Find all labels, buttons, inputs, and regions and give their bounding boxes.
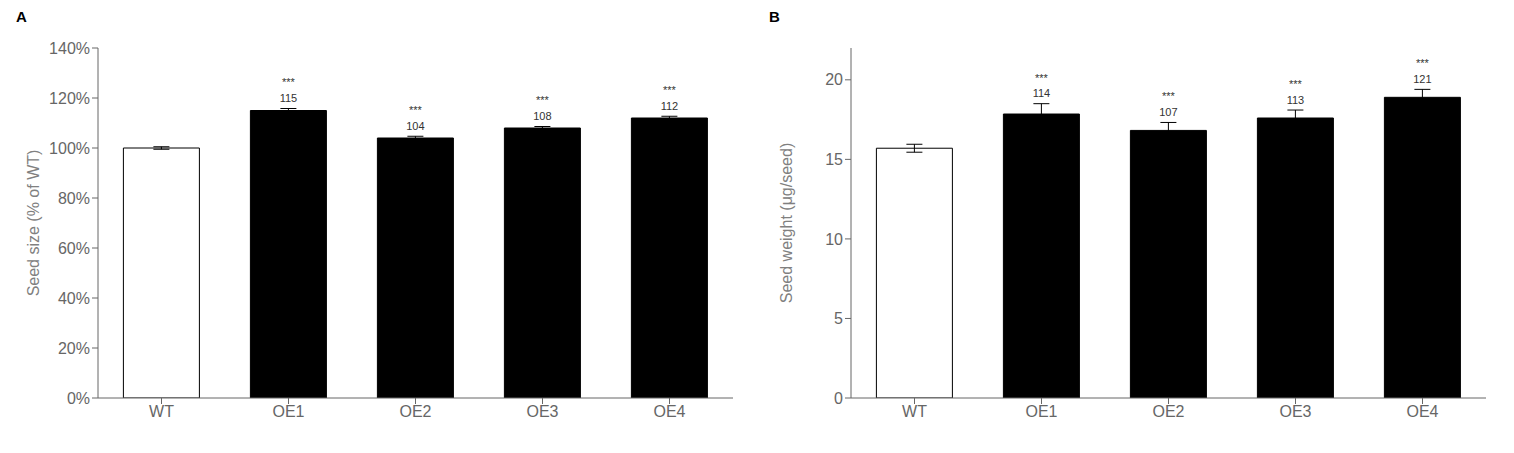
svg-text:***: ***: [1035, 72, 1049, 84]
svg-text:WT: WT: [902, 403, 927, 420]
svg-text:80%: 80%: [58, 190, 90, 207]
svg-text:***: ***: [409, 104, 423, 116]
svg-text:***: ***: [282, 76, 296, 88]
svg-text:0%: 0%: [67, 390, 90, 407]
svg-text:Seed size (% of WT): Seed size (% of WT): [25, 150, 42, 297]
svg-text:WT: WT: [149, 403, 174, 420]
svg-text:140%: 140%: [49, 40, 90, 57]
svg-text:OE4: OE4: [653, 403, 685, 420]
svg-text:107: 107: [1159, 106, 1177, 118]
svg-text:OE4: OE4: [1406, 403, 1438, 420]
svg-text:OE1: OE1: [272, 403, 304, 420]
html-text:B: B: [769, 8, 780, 25]
svg-text:10: 10: [825, 231, 843, 248]
svg-text:***: ***: [536, 94, 550, 106]
svg-text:100%: 100%: [49, 140, 90, 157]
svg-text:114: 114: [1033, 87, 1051, 99]
svg-text:20: 20: [825, 71, 843, 88]
svg-text:OE3: OE3: [526, 403, 558, 420]
svg-text:***: ***: [1289, 78, 1303, 90]
svg-text:115: 115: [280, 92, 298, 104]
svg-text:Seed weight (μg/seed): Seed weight (μg/seed): [778, 143, 795, 303]
svg-text:OE2: OE2: [1152, 403, 1184, 420]
svg-text:40%: 40%: [58, 290, 90, 307]
svg-text:***: ***: [1162, 90, 1176, 102]
svg-text:OE3: OE3: [1279, 403, 1311, 420]
svg-text:121: 121: [1413, 73, 1431, 85]
svg-text:120%: 120%: [49, 90, 90, 107]
svg-text:112: 112: [661, 100, 679, 112]
svg-text:108: 108: [533, 110, 551, 122]
svg-text:104: 104: [406, 120, 424, 132]
svg-text:113: 113: [1287, 94, 1305, 106]
html-text:A: A: [16, 8, 27, 25]
svg-text:***: ***: [1416, 57, 1430, 69]
svg-text:OE2: OE2: [399, 403, 431, 420]
svg-text:5: 5: [834, 310, 843, 327]
svg-text:15: 15: [825, 151, 843, 168]
svg-text:OE1: OE1: [1025, 403, 1057, 420]
svg-text:0: 0: [834, 390, 843, 407]
svg-text:60%: 60%: [58, 240, 90, 257]
svg-text:20%: 20%: [58, 340, 90, 357]
svg-text:***: ***: [663, 84, 677, 96]
